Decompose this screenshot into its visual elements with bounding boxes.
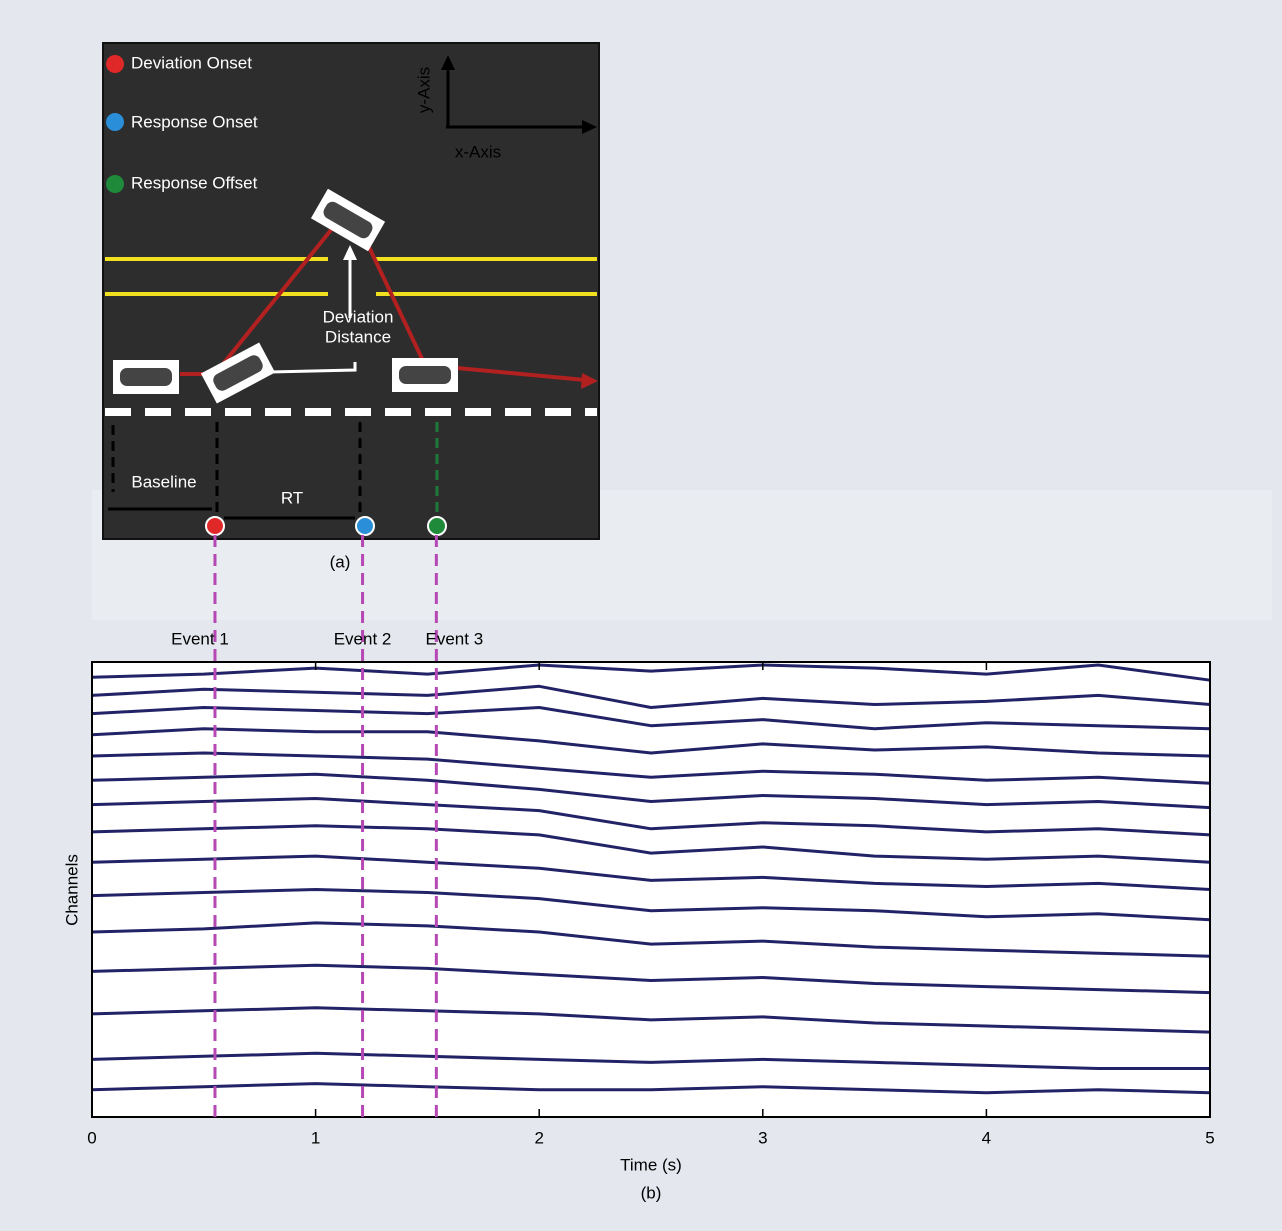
x-tick-label: 1 [311, 1128, 320, 1147]
event-dot [356, 517, 374, 535]
car [113, 360, 179, 394]
event-label: Event 1 [171, 629, 229, 648]
x-tick-label: 2 [534, 1128, 543, 1147]
panel-a: y-Axis x-Axis Deviation Onset Response O… [103, 43, 599, 571]
x-axis-label: x-Axis [455, 142, 501, 161]
y-axis-title: Channels [62, 854, 81, 926]
x-tick-label: 0 [87, 1128, 96, 1147]
annotation: RT [281, 488, 303, 507]
legend-dot [106, 113, 124, 131]
x-tick-label: 4 [982, 1128, 991, 1147]
annotation: Distance [325, 327, 391, 346]
legend-label: Response Onset [131, 112, 258, 131]
car [392, 358, 458, 392]
legend-dot [106, 55, 124, 73]
legend-label: Response Offset [131, 173, 258, 192]
caption: (b) [641, 1183, 662, 1202]
annotation: Baseline [131, 472, 196, 491]
page: y-Axis x-Axis Deviation Onset Response O… [0, 0, 1282, 1231]
x-axis-title: Time (s) [620, 1155, 682, 1174]
legend-label: Deviation Onset [131, 53, 252, 72]
event-dot [206, 517, 224, 535]
event-label: Event 3 [426, 629, 484, 648]
x-tick-label: 5 [1205, 1128, 1214, 1147]
caption: (a) [330, 552, 351, 571]
x-tick-label: 3 [758, 1128, 767, 1147]
legend-dot [106, 175, 124, 193]
y-axis-label: y-Axis [414, 67, 433, 113]
figure: y-Axis x-Axis Deviation Onset Response O… [0, 0, 1282, 1231]
event-dot [428, 517, 446, 535]
annotation: Deviation [323, 307, 394, 326]
event-label: Event 2 [334, 629, 392, 648]
